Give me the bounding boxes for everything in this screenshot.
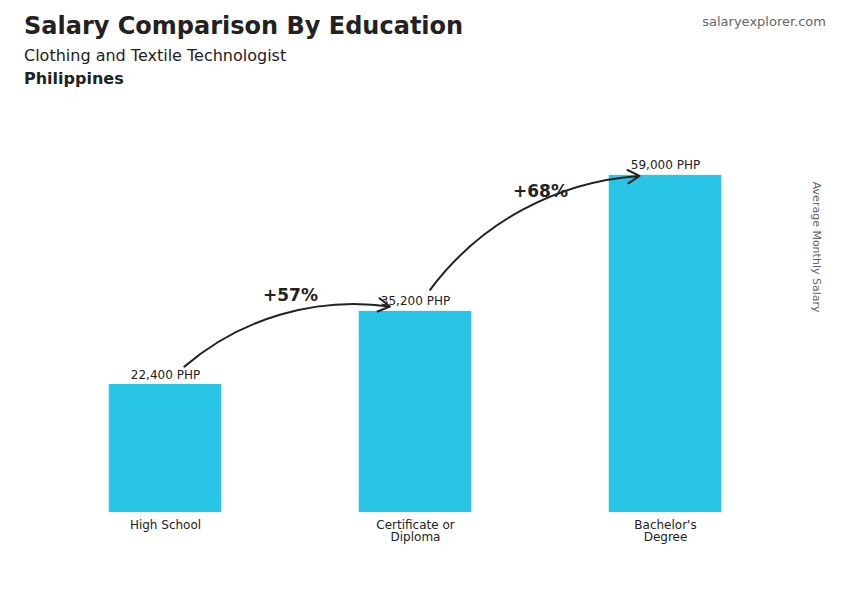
html-text:Salary Comparison By Education: Salary Comparison By Education (24, 12, 464, 40)
html-text:salaryexplorer.com: salaryexplorer.com (702, 14, 826, 29)
html-text:Philippines: Philippines (24, 69, 124, 88)
html-text:Clothing and Textile Technolog: Clothing and Textile Technologist (24, 46, 287, 65)
svg-text:Bachelor'sDegree: Bachelor'sDegree (634, 518, 696, 544)
svg-text:Certificate orDiploma: Certificate orDiploma (376, 518, 454, 544)
svg-text:+57%: +57% (263, 285, 318, 305)
svg-text:22,400 PHP: 22,400 PHP (131, 368, 200, 382)
svg-text:+68%: +68% (513, 181, 568, 201)
svg-text:High School: High School (130, 518, 201, 532)
svg-text:59,000 PHP: 59,000 PHP (631, 158, 700, 172)
svg-text:35,200 PHP: 35,200 PHP (381, 294, 450, 308)
svg-text:Average Monthly Salary: Average Monthly Salary (810, 182, 823, 313)
